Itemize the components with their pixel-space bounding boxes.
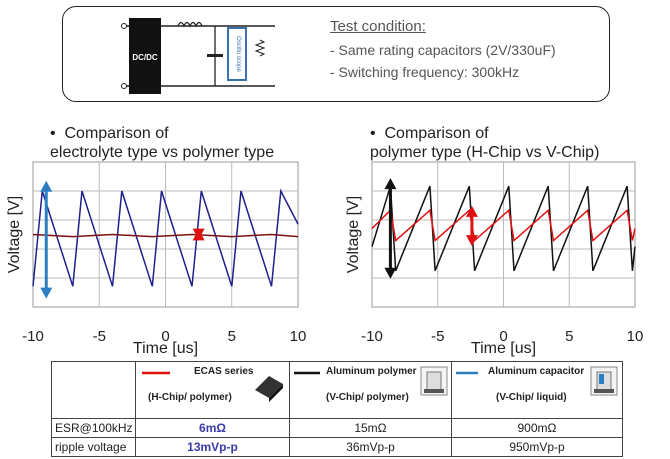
left-chart: -10 -5 0 5 10 Time [us] Voltage [V]	[6, 161, 307, 357]
right-title-line2: polymer type (H-Chip vs V-Chip)	[370, 144, 600, 161]
x-axis-label: Time [us]	[471, 340, 536, 357]
ecas-legend-line	[142, 371, 170, 375]
esr-ecas: 6mΩ	[135, 418, 290, 438]
circuit-diagram: DC/DC Oscillo scope	[121, 18, 275, 94]
capacitor-icon	[207, 54, 223, 57]
ripple-arrow-head-up-1	[384, 178, 397, 190]
can-base	[424, 389, 444, 393]
x-tick-label: -10	[22, 328, 44, 345]
ripple-arrow-head-down-2	[192, 228, 205, 240]
x-tick-label: -10	[361, 328, 383, 345]
chip-icon	[255, 376, 283, 402]
x-tick-label: 10	[627, 328, 644, 345]
table-corner-cell	[51, 361, 136, 419]
x-axis-label: Time [us]	[133, 340, 198, 357]
header-aluminum-polymer: Aluminum polymer (V-Chip/ polymer)	[289, 361, 452, 419]
left-chart-title: • Comparison of electrolyte type vs poly…	[50, 124, 274, 162]
capacitor-name: Aluminum capacitor	[488, 366, 585, 377]
ripple-ecas: 13mVp-p	[135, 437, 290, 457]
capacitor-legend-line	[456, 371, 478, 375]
chip-body	[255, 376, 283, 398]
header-ecas: ECAS series (H-Chip/ polymer)	[135, 361, 290, 419]
ripple-arrow-head-down-1	[384, 267, 397, 279]
capacitor-sub: (V-Chip/ liquid)	[496, 392, 567, 403]
x-tick-label: -5	[431, 328, 444, 345]
can-icon	[420, 366, 448, 396]
comparison-table: ECAS series (H-Chip/ polymer) Aluminum p…	[51, 361, 623, 457]
esr-capacitor: 900mΩ	[451, 418, 623, 438]
polymer-name: Aluminum polymer	[326, 366, 417, 377]
ecas-name: ECAS series	[194, 366, 254, 377]
series-line-2	[371, 208, 636, 242]
can-base	[594, 389, 614, 393]
x-tick-label: 5	[565, 328, 573, 345]
ripple-polymer: 36mVp-p	[289, 437, 452, 457]
dc-dc-label: DC/DC	[132, 53, 158, 62]
circuit-terminal-bottom	[121, 83, 127, 89]
x-tick-label: 10	[290, 328, 307, 345]
row-label-ripple: ripple voltage	[51, 437, 136, 457]
circuit-terminal-top	[121, 23, 127, 29]
can-sleeve	[599, 374, 604, 384]
x-tick-label: 0	[161, 328, 169, 345]
chip-side	[269, 384, 283, 402]
ecas-sub: (H-Chip/ polymer)	[148, 392, 232, 403]
probe-label: Oscillo scope	[235, 36, 241, 72]
test-condition-box	[62, 6, 610, 102]
ripple-arrow-head-up-2	[465, 205, 478, 217]
left-title-line1: Comparison of	[64, 125, 169, 142]
x-tick-label: 0	[499, 328, 507, 345]
table-header-row: ECAS series (H-Chip/ polymer) Aluminum p…	[51, 361, 623, 419]
right-title-bullet: •	[370, 125, 376, 142]
series-line-1	[32, 188, 299, 287]
inductor-icon	[177, 21, 203, 28]
test-condition-title: Test condition:	[330, 18, 426, 35]
left-title-line2: electrolyte type vs polymer type	[50, 144, 275, 161]
polymer-sub: (V-Chip/ polymer)	[326, 392, 409, 403]
series-line-2	[32, 233, 299, 238]
can-icon	[590, 366, 618, 396]
ripple-arrow-head-up-1	[40, 180, 53, 192]
condition-line-1: - Same rating capacitors (2V/330uF)	[330, 42, 556, 58]
left-title-bullet: •	[50, 125, 56, 142]
ripple-arrow-head-down-1	[40, 287, 53, 299]
condition-line-2: - Switching frequency: 300kHz	[330, 64, 520, 80]
x-tick-label: 5	[228, 328, 236, 345]
resistor-icon	[254, 39, 266, 57]
y-axis-label: Voltage [V]	[6, 196, 23, 273]
y-axis-label: Voltage [V]	[345, 196, 362, 273]
right-chart-title: • Comparison of polymer type (H-Chip vs …	[370, 124, 599, 162]
polymer-legend-line	[294, 371, 320, 375]
ripple-capacitor: 950mVp-p	[451, 437, 623, 457]
table-row: ESR@100kHz 6mΩ 15mΩ 900mΩ	[51, 418, 623, 438]
header-aluminum-capacitor: Aluminum capacitor (V-Chip/ liquid)	[451, 361, 623, 419]
can-body	[426, 371, 442, 391]
dc-dc-block	[129, 18, 161, 94]
table-row: ripple voltage 13mVp-p 36mVp-p 950mVp-p	[51, 437, 623, 457]
ripple-arrow-head-down-2	[465, 235, 478, 247]
right-title-line1: Comparison of	[384, 125, 489, 142]
oscilloscope-probe	[227, 27, 247, 81]
esr-polymer: 15mΩ	[289, 418, 452, 438]
right-chart: -10 -5 0 5 10 Time [us] Voltage [V]	[345, 161, 644, 357]
x-tick-label: -5	[93, 328, 106, 345]
row-label-esr: ESR@100kHz	[51, 418, 136, 438]
